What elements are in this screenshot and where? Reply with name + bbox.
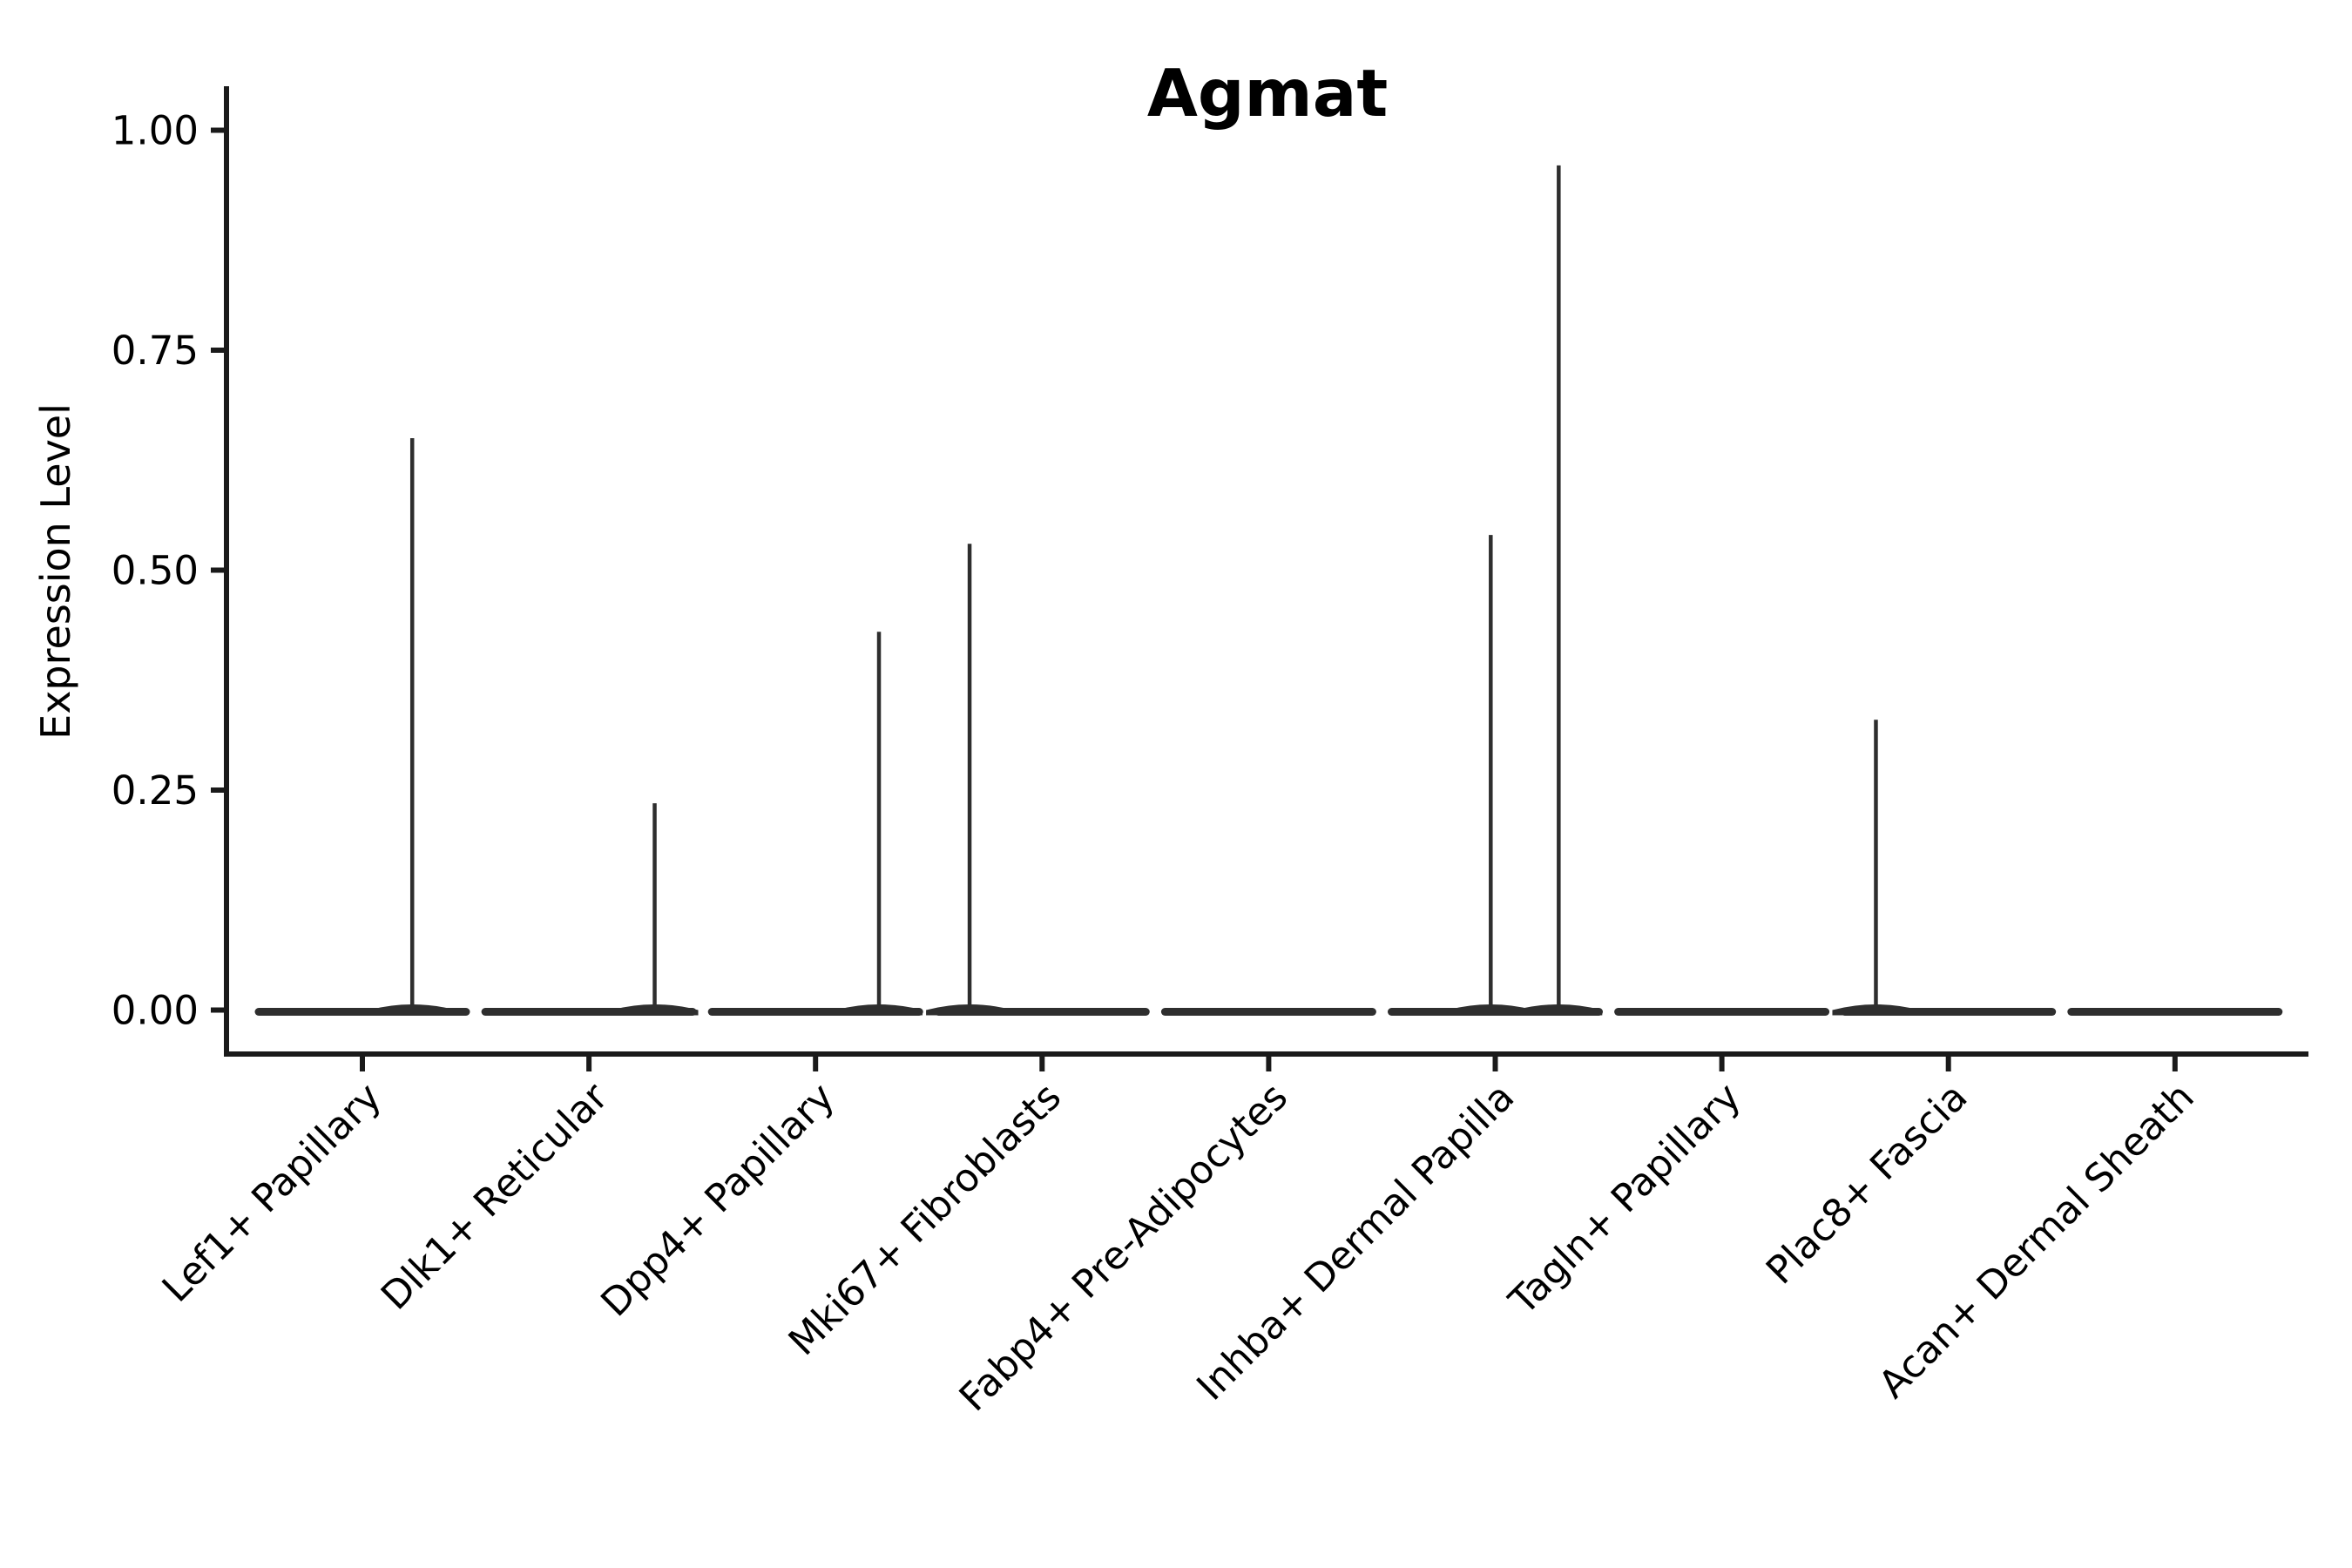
y-tick-label-3: 0.75 (112, 328, 199, 374)
y-tick-label-0: 0.00 (112, 988, 199, 1034)
violin-2 (707, 632, 923, 1016)
violin-5 (1388, 165, 1603, 1016)
violin-1 (481, 803, 699, 1016)
chart-title: Agmat (1147, 55, 1388, 132)
y-axis: 0.00 0.25 0.50 0.75 1.00 (112, 108, 226, 1034)
y-tick-label-4: 1.00 (112, 108, 199, 154)
violin-0 (254, 438, 470, 1016)
violins-group (254, 165, 2283, 1016)
x-category-label-2: Dpp4+ Papillary (592, 1075, 843, 1326)
y-axis-label: Expression Level (32, 403, 79, 740)
y-tick-label-2: 0.50 (112, 548, 199, 594)
x-category-label-1: Dlk1+ Reticular (373, 1074, 618, 1319)
violin-3 (926, 544, 1150, 1016)
x-category-label-0: Lef1+ Papillary (154, 1075, 390, 1311)
violin-7 (1832, 720, 2057, 1016)
x-category-label-7: Plac8+ Fascia (1758, 1075, 1977, 1294)
y-tick-label-1: 0.25 (112, 767, 199, 814)
x-category-label-6: Tagln+ Papillary (1500, 1075, 1749, 1324)
